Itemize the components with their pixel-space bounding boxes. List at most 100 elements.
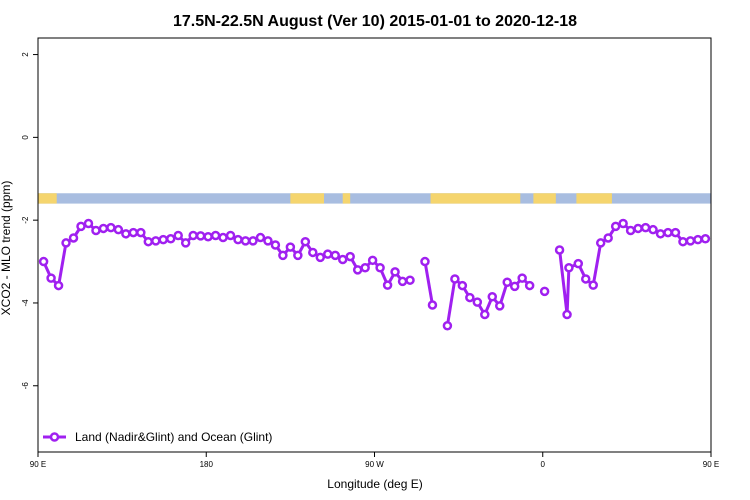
data-point xyxy=(61,238,71,248)
y-tick-label: -2 xyxy=(21,216,30,224)
data-point xyxy=(113,224,124,235)
data-point xyxy=(495,301,505,311)
y-axis-label: XCO2 - MLO trend (ppm) xyxy=(0,181,13,316)
x-axis-label: Longitude (deg E) xyxy=(327,477,422,491)
data-point xyxy=(248,236,258,246)
data-point xyxy=(693,234,703,245)
data-point xyxy=(450,274,460,284)
data-point xyxy=(270,240,281,250)
land-segment xyxy=(342,193,351,204)
land-segment xyxy=(38,193,57,204)
world-map-strip xyxy=(38,193,711,204)
data-point xyxy=(524,280,535,291)
data-point xyxy=(76,221,86,232)
data-point xyxy=(46,273,56,283)
data-point xyxy=(53,280,64,291)
data-point xyxy=(580,274,591,284)
data-point xyxy=(397,276,408,287)
y-tick-label: 0 xyxy=(21,135,30,140)
data-point xyxy=(345,251,355,262)
x-tick-label: 90 E xyxy=(30,460,46,469)
data-point xyxy=(655,229,666,239)
x-tick-label: 90 E xyxy=(703,460,719,469)
data-point xyxy=(517,273,527,283)
data-point xyxy=(136,227,146,238)
data-point xyxy=(158,234,169,245)
data-point xyxy=(633,223,643,234)
series-line xyxy=(423,261,434,306)
data-point xyxy=(562,309,572,320)
data-point xyxy=(360,263,370,273)
data-point xyxy=(700,234,711,244)
x-axis: 90 E 180 90 W 0 90 E xyxy=(30,452,719,469)
data-point xyxy=(487,292,498,302)
data-point xyxy=(263,236,273,246)
data-point xyxy=(173,230,183,241)
data-point xyxy=(618,218,628,229)
data-point xyxy=(128,227,139,238)
data-point xyxy=(121,229,131,239)
data-point xyxy=(352,265,363,275)
data-point xyxy=(106,222,116,233)
data-point xyxy=(240,236,251,246)
data-point xyxy=(225,230,236,241)
data-point xyxy=(203,231,213,242)
data-point xyxy=(285,242,296,252)
plot-frame xyxy=(37,37,712,453)
data-point xyxy=(218,232,228,243)
data-point xyxy=(603,233,613,243)
chart-title: 17.5N-22.5N August (Ver 10) 2015-01-01 t… xyxy=(173,13,577,30)
data-point xyxy=(595,238,606,248)
data-point xyxy=(38,256,49,267)
data-point xyxy=(442,320,453,331)
data-point xyxy=(98,223,109,234)
data-point xyxy=(390,267,400,277)
data-point xyxy=(68,233,79,243)
data-point xyxy=(539,286,550,297)
data-point xyxy=(151,236,161,246)
data-point xyxy=(300,236,311,247)
data-point xyxy=(685,236,696,246)
y-axis: 2 0 -2 -4 -6 xyxy=(21,52,38,389)
data-point xyxy=(640,222,651,233)
data-point xyxy=(308,247,318,258)
land-segment xyxy=(430,193,521,204)
data-point xyxy=(663,227,673,238)
data-point xyxy=(375,263,385,273)
data-point xyxy=(472,297,483,307)
data-point xyxy=(564,263,574,273)
data-point xyxy=(180,238,191,248)
data-point xyxy=(405,275,415,285)
land-segment xyxy=(533,193,556,204)
data-point xyxy=(210,230,221,241)
data-point xyxy=(670,227,681,238)
legend-label: Land (Nadir&Glint) and Ocean (Glint) xyxy=(75,430,272,444)
data-point xyxy=(83,218,94,229)
y-tick-label: 2 xyxy=(21,52,30,57)
legend-marker xyxy=(49,432,60,442)
data-point xyxy=(367,255,378,266)
x-tick-label: 90 W xyxy=(365,460,384,469)
data-point xyxy=(678,236,688,247)
x-tick-label: 0 xyxy=(541,460,546,469)
data-point xyxy=(465,292,475,303)
data-point xyxy=(457,280,468,291)
data-point xyxy=(382,280,393,290)
data-point xyxy=(427,300,438,310)
data-point xyxy=(573,258,584,269)
data-point xyxy=(315,252,326,263)
data-point xyxy=(420,256,430,267)
x-tick-label: 180 xyxy=(200,460,214,469)
ocean-band xyxy=(38,193,711,204)
data-point xyxy=(480,309,490,320)
data-point xyxy=(255,232,266,243)
data-point xyxy=(195,231,206,241)
data-point xyxy=(502,277,512,288)
data-point xyxy=(337,254,348,265)
data-point xyxy=(293,250,303,261)
data-point xyxy=(588,280,598,290)
land-segment xyxy=(576,193,612,204)
data-point xyxy=(509,281,520,292)
land-segment xyxy=(290,193,325,204)
